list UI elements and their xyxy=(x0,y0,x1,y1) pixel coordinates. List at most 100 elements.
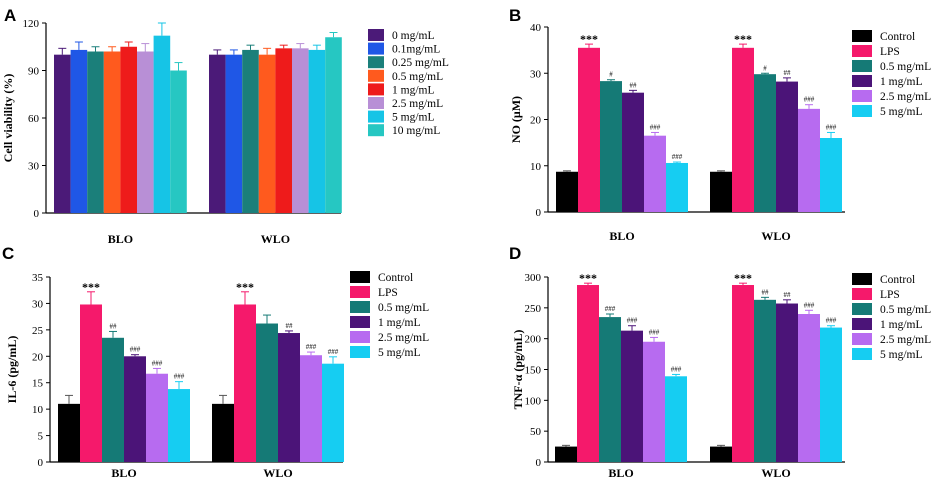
significance-label: ### xyxy=(306,343,317,351)
bar xyxy=(278,333,300,462)
bar xyxy=(124,356,146,462)
bar xyxy=(754,74,776,212)
legend-swatch xyxy=(852,105,872,117)
legend-label: 0.5 mg/mL xyxy=(392,71,443,83)
legend-swatch xyxy=(350,301,370,313)
x-category-label: BLO xyxy=(108,232,133,246)
bar xyxy=(732,285,754,462)
legend-label: 2.5 mg/mL xyxy=(880,91,931,103)
bar xyxy=(600,81,622,212)
legend-label: 5 mg/mL xyxy=(392,112,435,124)
significance-label: *** xyxy=(580,32,598,46)
bar xyxy=(242,49,259,213)
legend-label: 10 mg/mL xyxy=(392,125,440,137)
bar xyxy=(665,376,687,462)
legend-label: LPS xyxy=(880,289,900,301)
legend-label: Control xyxy=(880,31,915,43)
significance-label: ### xyxy=(627,317,638,325)
y-tick-label: 300 xyxy=(525,272,542,284)
significance-label: ### xyxy=(804,301,815,309)
bar xyxy=(146,373,168,462)
bar xyxy=(710,171,732,212)
y-tick-label: 0 xyxy=(38,457,44,469)
y-tick-label: 20 xyxy=(530,115,542,127)
significance-label: ## xyxy=(110,322,118,330)
bar xyxy=(820,138,842,212)
significance-label: *** xyxy=(734,32,752,46)
significance-label: ### xyxy=(826,317,837,325)
significance-label: # xyxy=(763,64,767,72)
bar xyxy=(80,304,102,462)
significance-label: ### xyxy=(130,346,141,354)
legend-swatch xyxy=(368,69,384,82)
legend-swatch xyxy=(852,348,872,360)
legend-label: 2.5 mg/mL xyxy=(392,98,443,110)
x-category-label: BLO xyxy=(608,466,633,480)
y-tick-label: 35 xyxy=(32,272,44,284)
significance-label: ### xyxy=(671,365,682,373)
legend-swatch xyxy=(852,333,872,345)
y-tick-label: 90 xyxy=(28,66,40,78)
significance-label: ### xyxy=(328,348,339,356)
significance-label: *** xyxy=(82,280,100,294)
legend-label: Control xyxy=(880,274,915,286)
legend-label: 2.5 mg/mL xyxy=(880,334,931,346)
legend-label: 5 mg/mL xyxy=(880,349,923,361)
legend-swatch xyxy=(368,29,384,41)
panel-letter: D xyxy=(509,244,521,263)
y-axis-label: NO (μM) xyxy=(509,96,523,143)
bar xyxy=(234,304,256,462)
legend-swatch xyxy=(852,303,872,315)
bar xyxy=(710,446,732,462)
legend-swatch xyxy=(852,318,872,330)
legend-swatch xyxy=(852,75,872,87)
legend-label: LPS xyxy=(378,287,398,299)
bar xyxy=(578,47,600,212)
legend-label: 0 mg/mL xyxy=(392,30,435,42)
significance-label: # xyxy=(609,71,613,79)
significance-label: *** xyxy=(236,280,254,294)
legend-label: 5 mg/mL xyxy=(378,347,421,359)
bar xyxy=(325,37,342,213)
legend-swatch xyxy=(852,288,872,300)
legend-swatch xyxy=(350,331,370,343)
legend-swatch xyxy=(368,56,384,69)
legend-swatch xyxy=(368,83,384,96)
legend-label: 2.5 mg/mL xyxy=(378,332,429,344)
x-category-label: BLO xyxy=(111,466,136,480)
y-tick-label: 150 xyxy=(525,365,542,377)
legend-swatch xyxy=(368,42,384,55)
bar xyxy=(622,92,644,212)
x-category-label: WLO xyxy=(263,466,292,480)
bar xyxy=(644,135,666,212)
bar xyxy=(322,363,344,462)
y-tick-label: 30 xyxy=(530,68,542,80)
x-category-label: WLO xyxy=(761,229,790,243)
significance-label: ## xyxy=(630,81,638,89)
significance-label: ## xyxy=(784,291,792,299)
significance-label: ### xyxy=(826,123,837,131)
legend-swatch xyxy=(852,90,872,102)
significance-label: ### xyxy=(174,373,185,381)
legend-label: 1 mg/mL xyxy=(880,76,923,88)
x-category-label: BLO xyxy=(609,229,634,243)
bar xyxy=(776,303,798,462)
legend-swatch xyxy=(350,286,370,298)
legend-label: Control xyxy=(378,272,413,284)
bar xyxy=(120,46,137,213)
bar xyxy=(137,51,154,213)
y-tick-label: 10 xyxy=(530,161,542,173)
y-tick-label: 250 xyxy=(525,303,542,315)
bar xyxy=(621,330,643,462)
bar xyxy=(798,108,820,212)
significance-label: ### xyxy=(649,328,660,336)
y-tick-label: 0 xyxy=(34,208,40,220)
bar xyxy=(168,389,190,462)
y-tick-label: 10 xyxy=(32,404,44,416)
bar xyxy=(87,51,104,213)
significance-label: ### xyxy=(152,359,163,367)
bar xyxy=(555,446,577,462)
legend-label: 0.5 mg/mL xyxy=(880,304,931,316)
legend-swatch xyxy=(368,124,384,137)
